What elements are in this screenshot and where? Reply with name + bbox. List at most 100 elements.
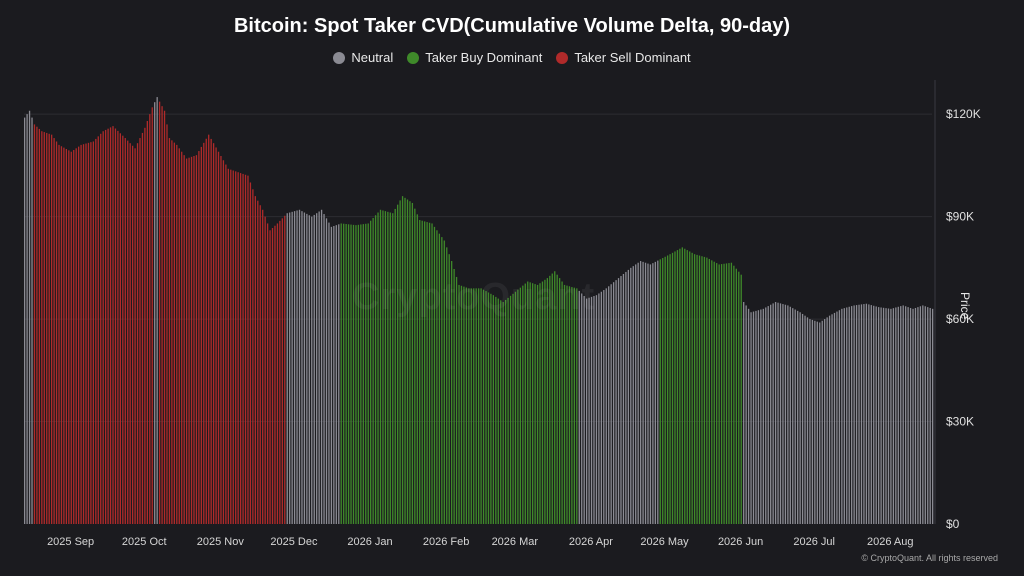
price-bar [836, 311, 838, 524]
price-bar [394, 208, 396, 524]
price-bar [833, 312, 836, 524]
price-bar [887, 308, 890, 524]
legend-item-taker-buy[interactable]: Taker Buy Dominant [407, 50, 542, 65]
price-bar [585, 298, 588, 524]
price-bar [573, 287, 576, 524]
price-bar [340, 223, 342, 524]
chart-title: Bitcoin: Spot Taker CVD(Cumulative Volum… [233, 15, 791, 37]
legend-item-neutral[interactable]: Neutral [333, 50, 393, 65]
x-tick-label: 2026 Feb [423, 536, 469, 548]
legend-item-taker-sell[interactable]: Taker Sell Dominant [556, 50, 691, 65]
y-tick-label: $30K [946, 415, 974, 429]
price-bar [144, 127, 146, 524]
price-bar [458, 284, 460, 524]
price-bar [446, 247, 448, 524]
price-bar [642, 261, 644, 524]
price-bar [362, 224, 364, 524]
price-bar [664, 256, 666, 524]
price-bar [409, 201, 411, 524]
price-bar [801, 313, 804, 524]
price-bar [286, 213, 288, 524]
x-tick-label: 2026 Aug [867, 536, 914, 548]
price-bar [117, 130, 119, 524]
price-bar [892, 308, 895, 524]
price-bar [73, 150, 75, 524]
price-bar [679, 248, 681, 524]
price-bar [740, 274, 742, 524]
price-bar [370, 220, 372, 524]
price-bar [75, 148, 77, 524]
price-bar [890, 308, 892, 524]
price-bar [131, 145, 134, 524]
x-tick-label: 2026 Apr [569, 536, 613, 548]
price-bar [529, 282, 531, 524]
price-bar [919, 306, 922, 524]
price-bar [392, 213, 394, 524]
price-bar [809, 319, 811, 524]
price-bar [693, 254, 696, 524]
price-bar [31, 117, 33, 524]
price-bar [686, 250, 688, 524]
price-bar [738, 271, 740, 524]
price-bar [303, 212, 306, 524]
price-bar [139, 138, 141, 524]
price-bar [816, 321, 818, 524]
price-bar [760, 309, 762, 524]
price-bar [382, 210, 384, 524]
price-bar [595, 295, 598, 524]
price-bar [662, 258, 664, 524]
price-bar [433, 226, 436, 525]
price-bar [927, 307, 929, 524]
price-bar [627, 269, 629, 524]
price-bar [387, 211, 389, 524]
price-bar [171, 140, 173, 524]
price-bar [291, 211, 293, 524]
price-bar [195, 155, 198, 524]
price-bar [718, 264, 720, 524]
price-bar [681, 247, 683, 524]
price-bar [848, 306, 850, 524]
x-tick-label: 2026 Mar [492, 536, 539, 548]
price-bar [527, 281, 529, 524]
price-bar [163, 110, 166, 525]
legend-label-neutral: Neutral [351, 50, 394, 65]
price-bar [784, 304, 787, 524]
price-bar [897, 306, 899, 524]
price-bar [478, 288, 480, 524]
price-bar [468, 288, 470, 524]
price-bar [154, 102, 156, 524]
price-bar [269, 230, 271, 524]
price-bar [411, 202, 414, 524]
price-bar [806, 317, 809, 524]
price-bar [205, 138, 207, 525]
price-bar [698, 255, 701, 525]
price-bar [730, 262, 733, 524]
price-bar [259, 205, 261, 525]
price-bar [404, 197, 406, 524]
price-bar [603, 290, 605, 524]
price-bar [492, 295, 495, 524]
price-bar [863, 304, 865, 524]
price-bar [588, 297, 590, 524]
price-bar [114, 128, 117, 524]
price-bar [706, 257, 708, 524]
price-bar [338, 224, 340, 525]
price-bar [767, 306, 769, 524]
price-bar [605, 288, 607, 524]
price-bar [747, 308, 750, 524]
price-bar [561, 281, 563, 524]
price-bar [774, 302, 777, 524]
price-bar [485, 291, 487, 524]
price-bar [28, 110, 31, 525]
price-bar [90, 142, 92, 524]
price-bar [750, 312, 752, 524]
x-tick-label: 2025 Nov [197, 536, 245, 548]
price-bar [63, 147, 65, 524]
price-bar [316, 213, 318, 524]
price-bar [500, 300, 502, 524]
price-bar [397, 204, 399, 524]
price-bar [811, 319, 814, 524]
legend: Neutral Taker Buy Dominant Taker Sell Do… [0, 50, 1024, 65]
price-bar [571, 286, 573, 524]
price-bar [632, 266, 634, 524]
